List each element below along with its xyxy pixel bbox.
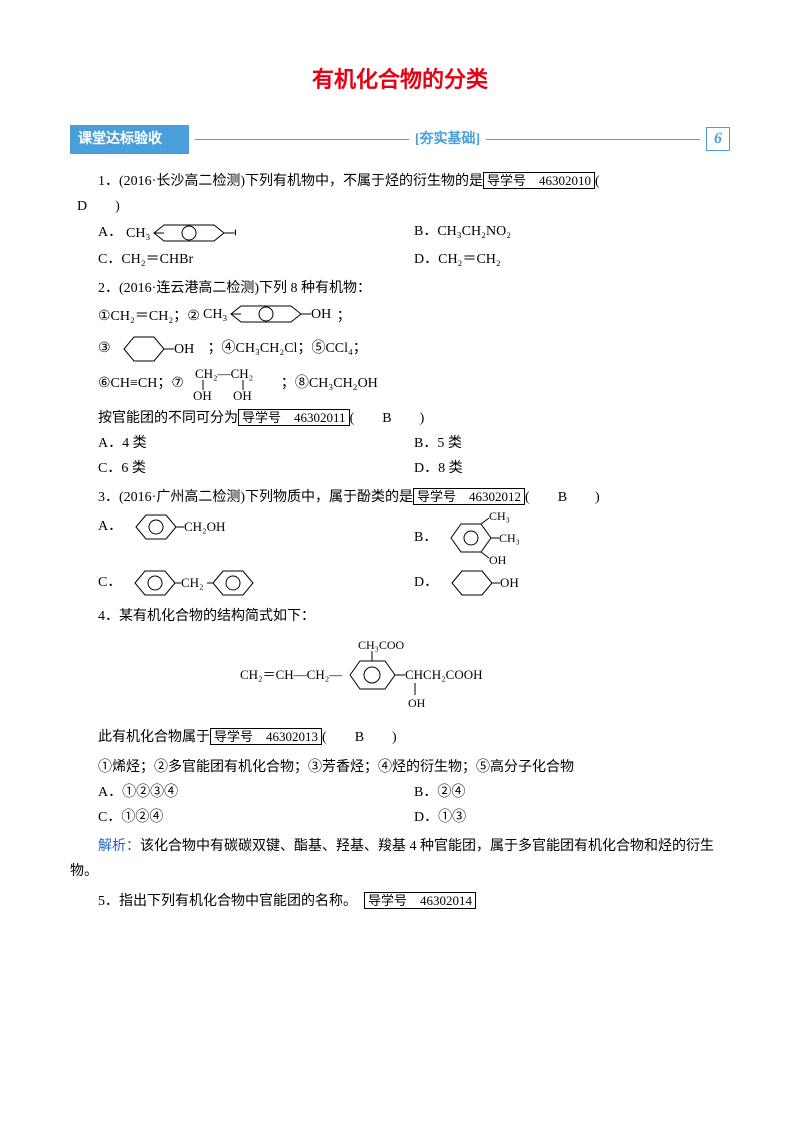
xuehao-tag: 导学号 46302012 bbox=[413, 488, 525, 505]
banner-line bbox=[486, 139, 700, 140]
banner-line bbox=[195, 139, 409, 140]
svg-text:OH: OH bbox=[193, 388, 212, 402]
question-1: 1．(2016·长沙高二检测)下列有机物中，不属于烃的衍生物的是导学号 4630… bbox=[70, 169, 730, 194]
question-3: 3．(2016·广州高二检测)下列物质中，属于酚类的是导学号 46302012(… bbox=[70, 485, 730, 510]
q-answer: B bbox=[558, 490, 567, 505]
q-num: 4 bbox=[98, 609, 105, 624]
question-4: 4．某有机化合物的结构简式如下： bbox=[70, 604, 730, 629]
option-b: B．CH₃CH₂NO₂ bbox=[414, 219, 730, 247]
benzyl-alcohol-icon: CH₂OH bbox=[126, 510, 236, 544]
para-ch3-cl-icon: CH₃ Cl bbox=[126, 219, 236, 247]
option-d: D．①③ bbox=[414, 805, 730, 830]
svg-text:OH: OH bbox=[174, 342, 194, 357]
option-c: C．6 类 bbox=[98, 456, 414, 481]
q1-answer-line: D ) bbox=[70, 194, 730, 219]
option-d: D．CH₂＝CH₂ bbox=[414, 247, 730, 272]
q1-options-row1: A． CH₃ Cl B．CH₃CH₂NO₂ bbox=[98, 219, 730, 247]
option-c: C． CH₂ bbox=[98, 566, 414, 600]
option-a: A． CH₃ Cl bbox=[98, 219, 414, 247]
xuehao-tag: 导学号 46302013 bbox=[210, 728, 322, 745]
svg-text:CH₃: CH₃ bbox=[499, 531, 520, 545]
q2-items-line3: ⑥CH≡CH；⑦ CH₂—CH₂ OH OH ；⑧CH₃CH₂OH bbox=[98, 366, 730, 402]
q3-options-row1: A． CH₂OH B． CH₃ CH₃ OH bbox=[98, 510, 730, 566]
svg-text:CH₂: CH₂ bbox=[181, 575, 204, 590]
xuehao-tag: 导学号 46302010 bbox=[483, 172, 595, 189]
svg-text:Cl: Cl bbox=[234, 226, 236, 241]
option-d: D．8 类 bbox=[414, 456, 730, 481]
dimethyl-phenol-icon: CH₃ CH₃ OH bbox=[441, 510, 531, 566]
q4-analysis: 解析：该化合物中有碳碳双键、酯基、羟基、羧基 4 种官能团，属于多官能团有机化合… bbox=[70, 834, 730, 884]
q-num: 2 bbox=[98, 281, 105, 296]
question-5: 5．指出下列有机化合物中官能团的名称。 导学号 46302014 bbox=[70, 889, 730, 914]
q-stem: 指出下列有机化合物中官能团的名称。 bbox=[119, 894, 350, 909]
option-a: A．①②③④ bbox=[98, 780, 414, 805]
option-d: D． OH bbox=[414, 566, 730, 600]
option-b: B．②④ bbox=[414, 780, 730, 805]
xuehao-tag: 导学号 46302014 bbox=[364, 892, 476, 909]
option-b: B．5 类 bbox=[414, 431, 730, 456]
jiexi-label: 解析： bbox=[98, 839, 140, 854]
svg-text:CH₂—CH₂: CH₂—CH₂ bbox=[195, 366, 253, 381]
svg-text:CH₃: CH₃ bbox=[126, 226, 150, 241]
option-a: A． CH₂OH bbox=[98, 510, 414, 566]
q-stem: 下列 8 种有机物： bbox=[259, 281, 371, 296]
banner-left-label: 课堂达标验收 bbox=[70, 125, 189, 154]
q4-stem2: 此有机化合物属于导学号 46302013( B ) bbox=[70, 725, 730, 750]
svg-text:CH₂＝CH—CH₂—: CH₂＝CH—CH₂— bbox=[240, 667, 343, 682]
cyclohexane-oh-icon: OH bbox=[114, 332, 204, 366]
q-answer: B bbox=[355, 730, 364, 745]
svg-text:CH₃COO: CH₃COO bbox=[358, 638, 405, 652]
jiexi-text: 该化合物中有碳碳双键、酯基、羟基、羧基 4 种官能团，属于多官能团有机化合物和烃… bbox=[70, 839, 714, 879]
q2-stem2: 按官能团的不同可分为导学号 46302011( B ) bbox=[70, 406, 730, 431]
option-a: A．4 类 bbox=[98, 431, 414, 456]
q-answer: D bbox=[77, 199, 87, 214]
q4-subitems: ①烯烃；②多官能团有机化合物；③芳香烃；④烃的衍生物；⑤高分子化合物 bbox=[70, 755, 730, 780]
q4-structure: CH₂＝CH—CH₂— CH₃COO CHCH₂COOH OH bbox=[70, 637, 730, 717]
complex-structure-icon: CH₂＝CH—CH₂— CH₃COO CHCH₂COOH OH bbox=[240, 637, 560, 717]
q2-items-line1: ①CH₂＝CH₂；② CH₃ OH ； bbox=[98, 302, 730, 332]
page-title: 有机化合物的分类 bbox=[70, 60, 730, 100]
q-source: (2016·广州高二检测) bbox=[119, 490, 245, 505]
q-stem: 下列有机物中，不属于烃的衍生物的是 bbox=[245, 174, 483, 189]
diphenyl-methane-icon: CH₂ bbox=[125, 566, 265, 600]
q2-options-row2: C．6 类 D．8 类 bbox=[98, 456, 730, 481]
q-num: 3 bbox=[98, 490, 105, 505]
svg-text:CH₃: CH₃ bbox=[489, 510, 510, 523]
q2-options-row1: A．4 类 B．5 类 bbox=[98, 431, 730, 456]
svg-text:CH₂OH: CH₂OH bbox=[184, 519, 225, 534]
q1-options-row2: C．CH₂＝CHBr D．CH₂＝CH₂ bbox=[98, 247, 730, 272]
section-banner: 课堂达标验收 夯实基础 6 bbox=[70, 125, 730, 154]
q3-options-row2: C． CH₂ D． OH bbox=[98, 566, 730, 600]
para-ch3-oh-icon: CH₃ OH bbox=[203, 302, 333, 332]
q2-items-line2: ③ OH ；④CH₃CH₂Cl；⑤CCl₄； bbox=[98, 332, 730, 366]
banner-mid-label: 夯实基础 bbox=[415, 127, 480, 152]
ethylene-glycol-icon: CH₂—CH₂ OH OH bbox=[187, 366, 277, 402]
option-b: B． CH₃ CH₃ OH bbox=[414, 510, 730, 566]
q-num: 1 bbox=[98, 174, 105, 189]
q4-options-row2: C．①②④ D．①③ bbox=[98, 805, 730, 830]
option-c: C．CH₂＝CHBr bbox=[98, 247, 414, 272]
svg-text:OH: OH bbox=[311, 307, 331, 322]
cyclohexanol-icon: OH bbox=[442, 566, 532, 600]
option-c: C．①②④ bbox=[98, 805, 414, 830]
banner-page-num: 6 bbox=[706, 127, 730, 151]
svg-text:CH₃: CH₃ bbox=[203, 307, 227, 322]
svg-text:OH: OH bbox=[408, 696, 426, 710]
q-source: (2016·长沙高二检测) bbox=[119, 174, 245, 189]
q-stem: 下列物质中，属于酚类的是 bbox=[245, 490, 413, 505]
q-num: 5 bbox=[98, 894, 105, 909]
q-answer: B bbox=[382, 411, 391, 426]
svg-text:OH: OH bbox=[500, 575, 519, 590]
q-source: (2016·连云港高二检测) bbox=[119, 281, 259, 296]
svg-text:CHCH₂COOH: CHCH₂COOH bbox=[405, 667, 483, 682]
svg-text:OH: OH bbox=[489, 553, 507, 566]
q-stem: 某有机化合物的结构简式如下： bbox=[119, 609, 315, 624]
svg-text:OH: OH bbox=[233, 388, 252, 402]
q4-options-row1: A．①②③④ B．②④ bbox=[98, 780, 730, 805]
question-2: 2．(2016·连云港高二检测)下列 8 种有机物： bbox=[70, 276, 730, 301]
xuehao-tag: 导学号 46302011 bbox=[238, 409, 350, 426]
